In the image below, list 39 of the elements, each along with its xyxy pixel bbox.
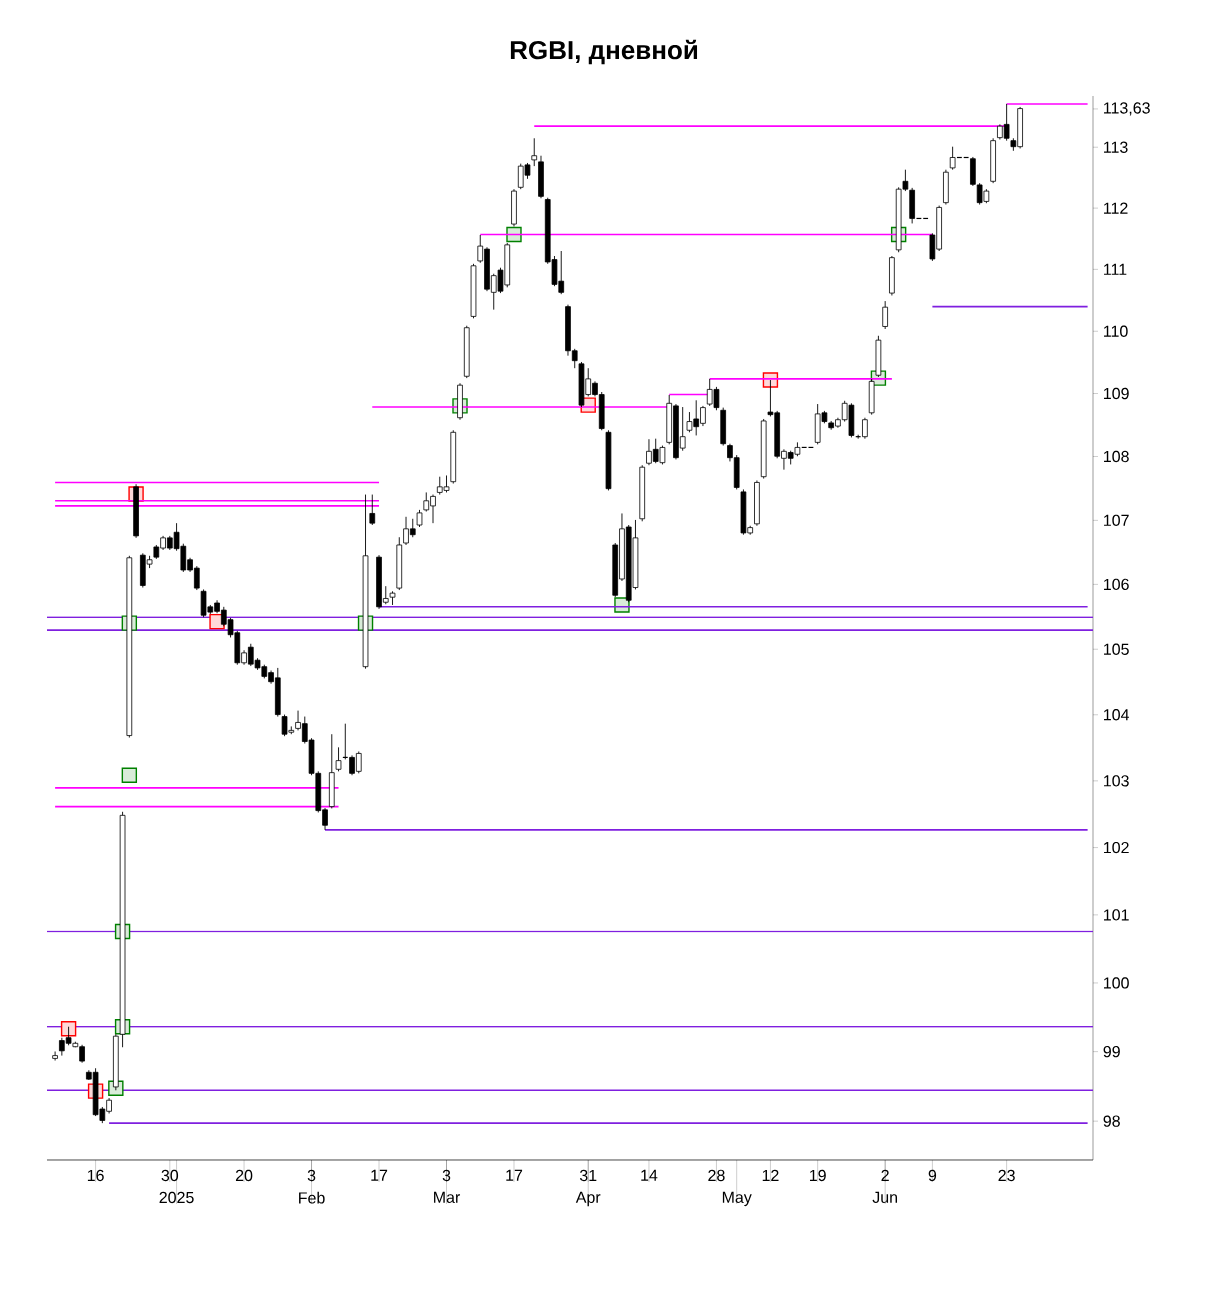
text: Mar [434,1191,461,1203]
text: Apr [575,1191,601,1207]
y-tick-label: 113,63 [1104,102,1150,116]
x-tick-label: 30 [161,1169,179,1182]
x-tick-label: 3 [442,1169,451,1182]
y-tick-label: 101 [1104,909,1129,921]
y-tick-label: 105 [1104,643,1129,655]
text: May [722,1191,752,1207]
y-tick-label: 107 [1104,514,1129,527]
y-tick-label: 104 [1104,709,1130,721]
x-tick-label: 9 [928,1169,937,1182]
x-tick-label: 17 [371,1169,388,1181]
x-tick-label: 17 [506,1169,523,1181]
y-tick-label: 103 [1104,775,1129,787]
x-tick-label: 28 [708,1169,725,1182]
text: Feb [299,1191,325,1204]
y-tick-label: 102 [1104,841,1129,854]
y-tick-label: 112 [1104,202,1128,214]
y-tick-label: 113 [1104,141,1128,153]
x-tick-label: 16 [87,1169,104,1182]
x-tick-label: 14 [641,1169,658,1181]
y-tick-label: 111 [1104,263,1127,275]
text: Jun [872,1191,898,1203]
x-tick-label: 31 [579,1169,597,1182]
text: 2025 [159,1191,194,1204]
x-tick-label: 2 [881,1169,889,1181]
chart-title: RGBI, дневной [510,39,698,65]
y-tick-label: 98 [1103,1115,1120,1127]
y-tick-label: 100 [1104,977,1129,989]
x-tick-label: 20 [235,1169,253,1182]
y-tick-label: 106 [1104,578,1129,591]
y-tick-label: 109 [1104,387,1129,400]
x-tick-label: 12 [762,1169,779,1181]
y-tick-label: 99 [1103,1045,1120,1058]
x-tick-label: 23 [998,1169,1015,1182]
x-tick-label: 19 [809,1169,826,1182]
x-tick-label: 3 [307,1169,316,1182]
y-tick-label: 108 [1104,450,1129,463]
y-tick-label: 110 [1104,325,1128,337]
